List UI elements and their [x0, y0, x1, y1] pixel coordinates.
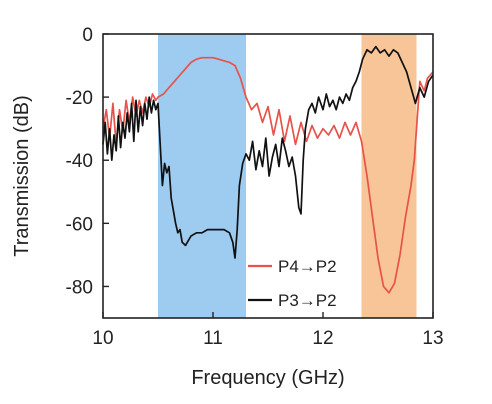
y-tick-label: -20	[66, 88, 93, 109]
axis-tick-labels: 10 11 12 13 0 -20 -40 -60 -80	[66, 25, 444, 349]
y-tick-label: -60	[66, 214, 93, 235]
y-tick-label: -40	[66, 151, 93, 172]
x-axis-label: Frequency (GHz)	[191, 367, 344, 389]
axis-ticks	[102, 33, 434, 318]
y-tick-label: -80	[66, 277, 93, 298]
x-tick-label: 10	[92, 328, 113, 349]
legend-label-2: P3→P2	[278, 291, 337, 310]
plot-frame	[102, 33, 434, 319]
series-line-2	[102, 45, 434, 259]
highlight-band-2	[361, 34, 417, 318]
y-axis-label: Transmission (dB)	[11, 95, 33, 257]
x-tick-label: 12	[312, 328, 333, 349]
highlight-band-1	[158, 34, 246, 318]
legend: P4→P2 P3→P2	[248, 257, 337, 310]
series-lines	[102, 45, 434, 294]
x-tick-label: 11	[203, 328, 223, 349]
highlight-bands	[158, 34, 417, 318]
legend-label-1: P4→P2	[278, 257, 337, 276]
y-tick-label: 0	[82, 25, 93, 46]
x-tick-label: 13	[422, 328, 443, 349]
